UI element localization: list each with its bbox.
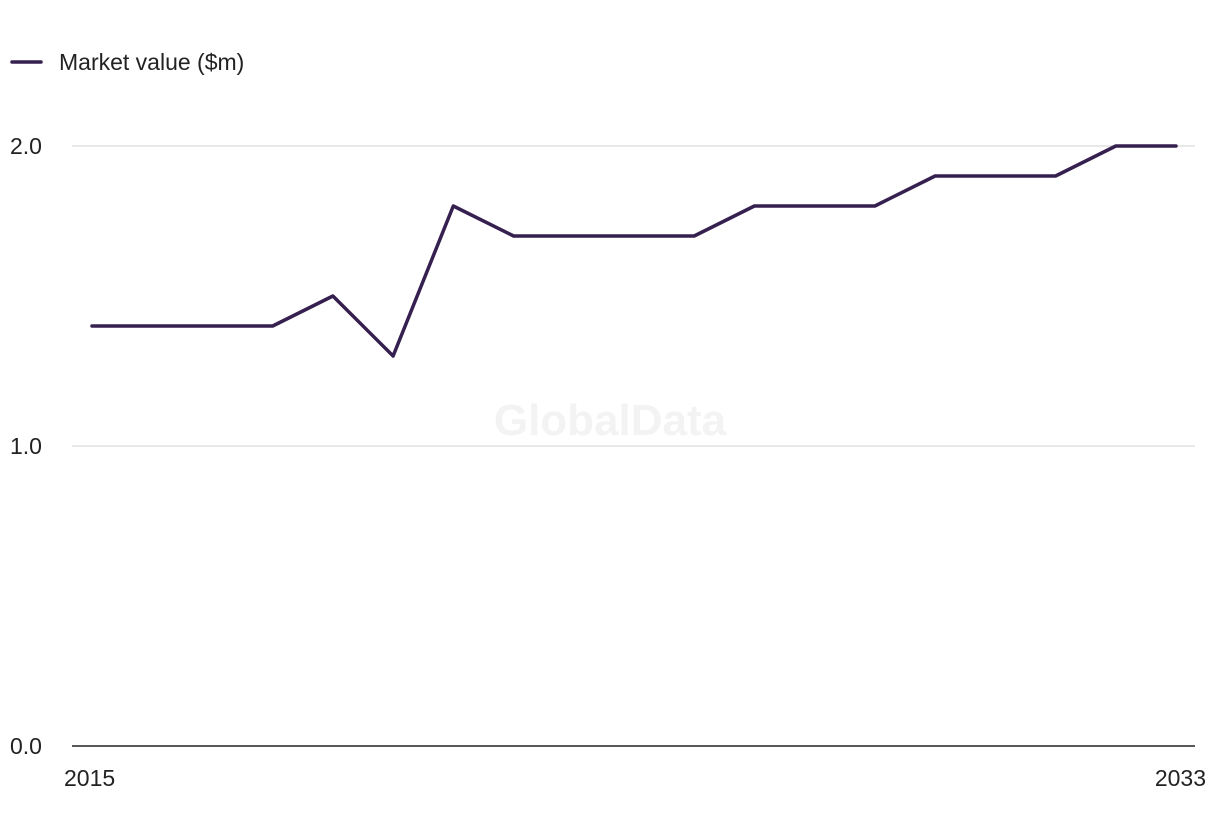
grid-lines xyxy=(72,145,1195,747)
x-axis-tick-labels: 2015 2033 xyxy=(64,765,1206,791)
x-tick-label: 2033 xyxy=(1155,765,1206,791)
series-lines xyxy=(90,144,1178,358)
y-tick-label: 0.0 xyxy=(10,733,42,759)
series-line-market-value xyxy=(90,144,1178,358)
legend-label-market-value: Market value ($m) xyxy=(59,49,244,75)
y-tick-label: 2.0 xyxy=(10,133,42,159)
y-axis-tick-labels: 0.0 1.0 2.0 xyxy=(10,133,42,759)
watermark-text: GlobalData xyxy=(494,396,727,445)
legend: Market value ($m) xyxy=(10,49,244,75)
x-tick-label: 2015 xyxy=(64,765,115,791)
y-tick-label: 1.0 xyxy=(10,433,42,459)
